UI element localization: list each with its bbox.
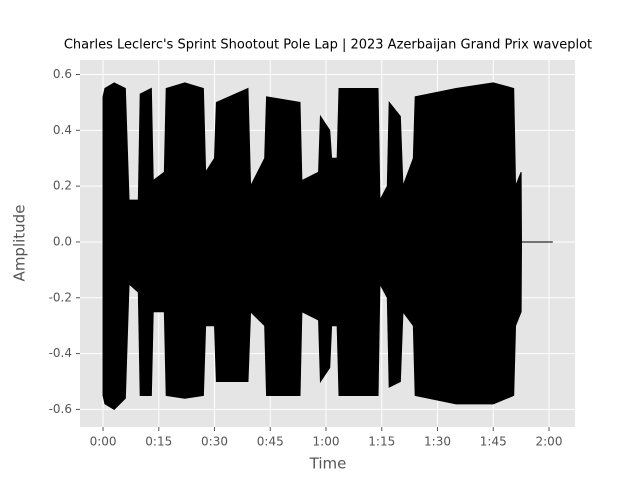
x-tick-label: 0:00: [90, 435, 117, 449]
x-tick-label: 1:30: [424, 435, 451, 449]
x-tick-label: 0:45: [257, 435, 284, 449]
x-tick-label: 1:45: [480, 435, 507, 449]
y-tick-label: 0.6: [53, 67, 72, 81]
y-tick-label: 0.4: [53, 123, 72, 137]
y-tick-label: -0.2: [49, 290, 72, 304]
x-tick-label: 2:00: [536, 435, 563, 449]
y-tick-label: -0.4: [49, 346, 72, 360]
y-tick-label: -0.6: [49, 402, 72, 416]
x-tick-label: 1:00: [313, 435, 340, 449]
chart-title: Charles Leclerc's Sprint Shootout Pole L…: [64, 38, 592, 53]
y-tick-label: 0.2: [53, 179, 72, 193]
x-tick-label: 0:15: [145, 435, 172, 449]
waveform-envelope: [102, 241, 553, 411]
y-axis-label: Amplitude: [11, 205, 29, 282]
x-tick-label: 1:15: [368, 435, 395, 449]
x-axis-label: Time: [309, 455, 347, 473]
x-tick-label: 0:30: [201, 435, 228, 449]
y-tick-label: 0.0: [53, 234, 72, 248]
waveform-envelope: [102, 82, 553, 243]
